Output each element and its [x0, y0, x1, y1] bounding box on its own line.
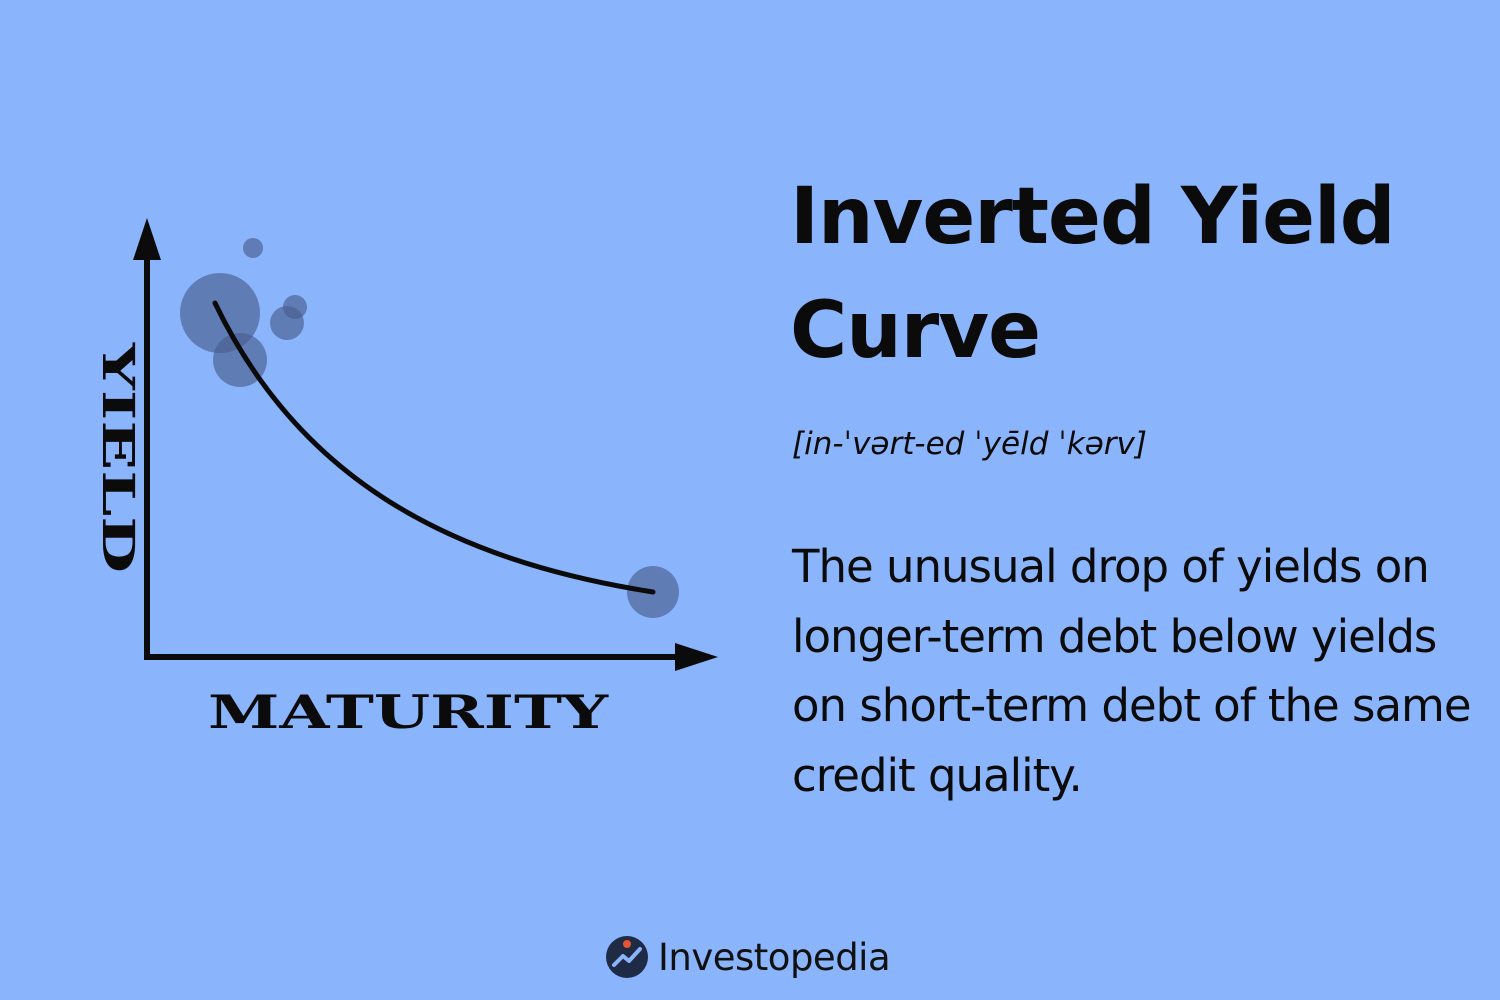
investopedia-logo-icon [606, 936, 648, 978]
definition-text: The unusual drop of yields on longer-ter… [792, 540, 1472, 802]
bubble [283, 295, 307, 319]
inverted-yield-curve [212, 300, 656, 595]
y-axis-arrow-icon [133, 218, 161, 260]
brand-name: Investopedia [658, 935, 891, 979]
brand-logo: Investopedia [604, 934, 891, 980]
x-axis-arrow-icon [675, 643, 718, 671]
x-axis-label: MATURITY [208, 685, 610, 739]
bubble [243, 238, 263, 258]
pronunciation: [in-ˈvərt-ed ˈyēld ˈkərv] [792, 426, 1147, 462]
yield-curve-diagram: YIELD MATURITY [92, 218, 718, 739]
term-title: Inverted Yield Curve [790, 172, 1396, 376]
y-axis-label: YIELD [92, 342, 143, 573]
